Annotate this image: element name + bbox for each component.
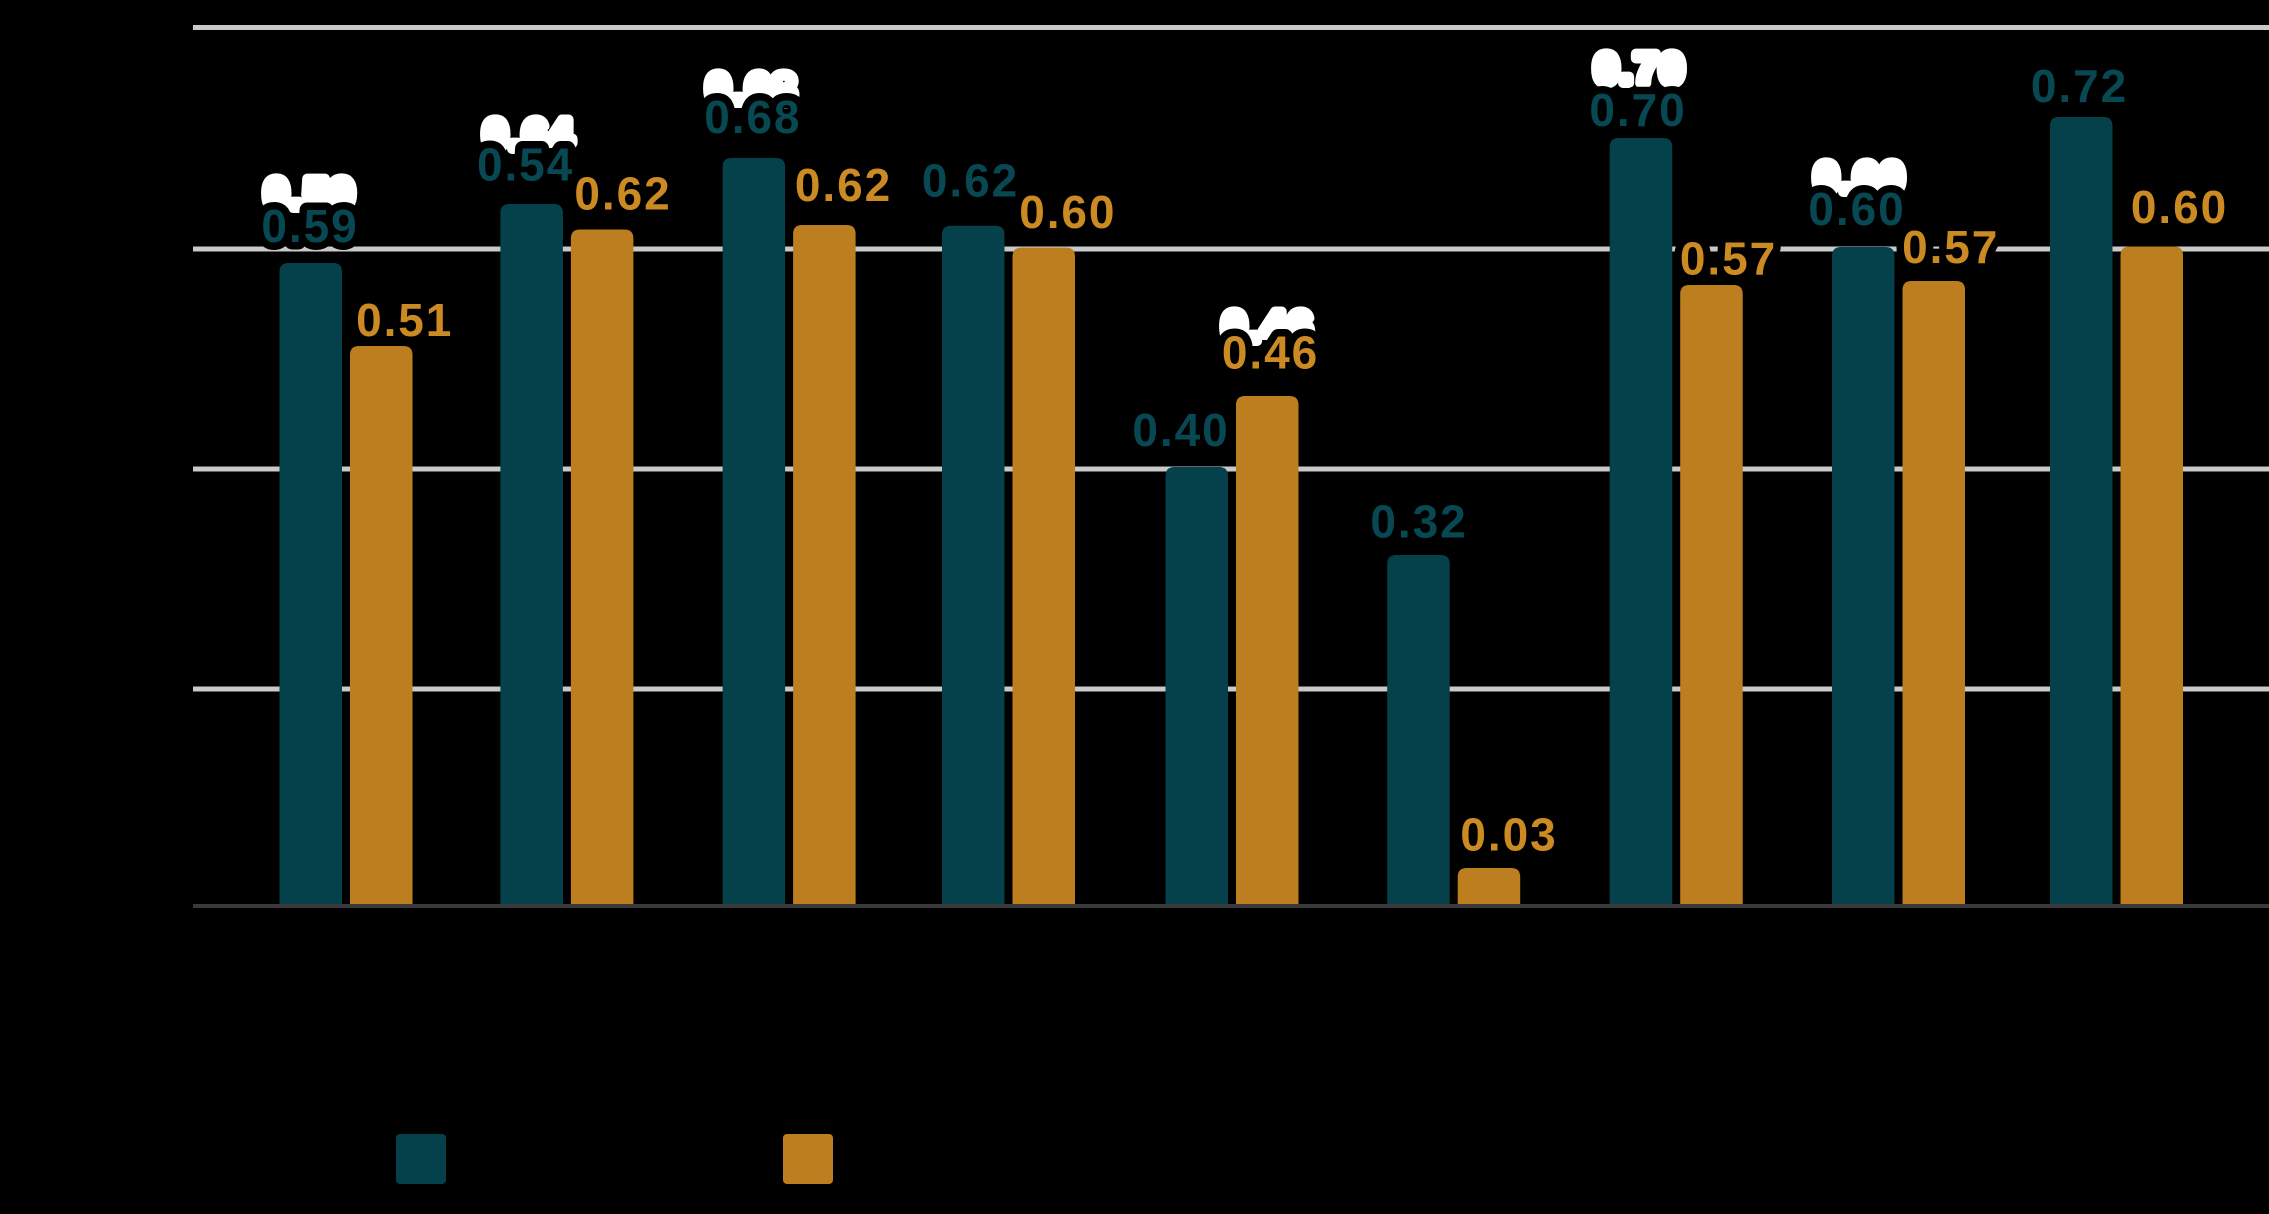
svg-text:0.46: 0.46	[1222, 327, 1319, 379]
svg-text:0.62: 0.62	[922, 155, 1019, 207]
svg-text:0.60: 0.60	[1019, 186, 1116, 238]
svg-text:0.70: 0.70	[1594, 45, 1685, 93]
svg-text:0.60: 0.60	[1814, 154, 1905, 202]
svg-text:0.46: 0.46	[1222, 303, 1313, 351]
svg-text:0.62: 0.62	[574, 168, 671, 220]
svg-text:0.60: 0.60	[2131, 181, 2228, 233]
svg-text:0.70: 0.70	[1589, 84, 1686, 136]
svg-text:0.57: 0.57	[1680, 233, 1777, 285]
svg-text:0.60: 0.60	[1808, 183, 1905, 235]
svg-text:0.57: 0.57	[1902, 221, 1999, 273]
svg-text:0.64: 0.64	[483, 111, 574, 159]
svg-text:0.51: 0.51	[356, 294, 453, 346]
svg-text:0.32: 0.32	[1370, 495, 1467, 547]
svg-text:0.68: 0.68	[704, 91, 801, 143]
svg-text:0.68: 0.68	[706, 65, 797, 113]
svg-text:0.72: 0.72	[2031, 60, 2128, 112]
svg-text:0.03: 0.03	[1460, 809, 1557, 861]
svg-text:0.62: 0.62	[795, 159, 892, 211]
svg-text:0.40: 0.40	[1132, 404, 1229, 456]
svg-text:0.59: 0.59	[261, 200, 358, 252]
svg-text:0.54: 0.54	[477, 139, 574, 191]
svg-text:0.59: 0.59	[264, 170, 355, 218]
